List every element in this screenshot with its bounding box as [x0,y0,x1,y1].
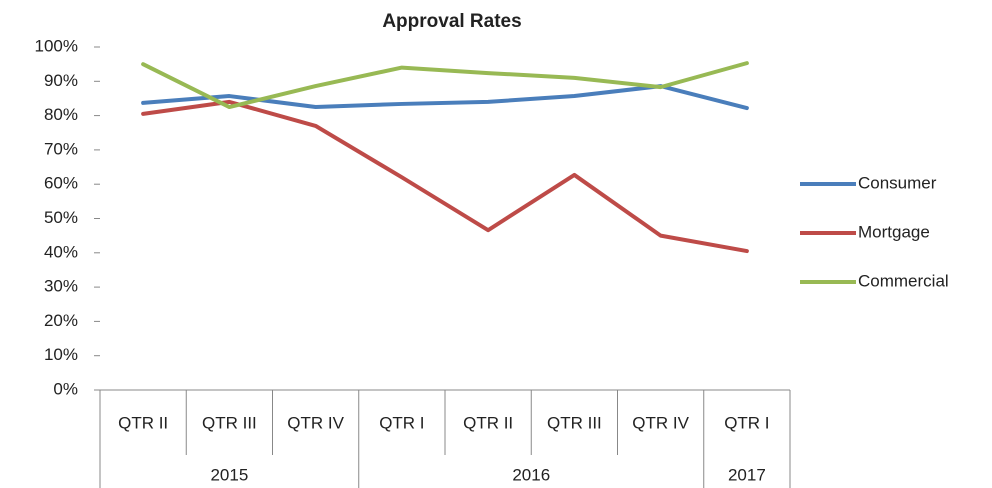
series-line [141,99,749,254]
x-tick-label: QTR I [724,413,769,432]
y-tick-label: 100% [35,36,78,55]
x-tick-label: QTR IV [287,413,344,432]
legend-label: Commercial [858,271,949,290]
x-tick-label: QTR I [379,413,424,432]
y-tick-label: 20% [44,311,78,330]
y-tick-label: 30% [44,277,78,296]
y-tick-label: 70% [44,139,78,158]
y-tick-label: 50% [44,208,78,227]
x-tick-label: QTR III [202,413,257,432]
x-tick-label: QTR II [463,413,513,432]
y-tick-label: 90% [44,71,78,90]
x-tick-label: QTR II [118,413,168,432]
group-label: 2016 [512,465,550,484]
series-line [141,84,749,111]
y-tick-label: 80% [44,105,78,124]
chart-title: Approval Rates [382,11,521,32]
x-tick-label: QTR III [547,413,602,432]
group-label: 2015 [210,465,248,484]
y-tick-label: 10% [44,345,78,364]
legend-label: Consumer [858,173,937,192]
series-line [141,61,749,110]
group-label: 2017 [728,465,766,484]
x-tick-label: QTR IV [632,413,689,432]
y-tick-label: 60% [44,174,78,193]
y-tick-label: 40% [44,242,78,261]
y-tick-label: 0% [53,379,78,398]
legend-label: Mortgage [858,222,930,241]
